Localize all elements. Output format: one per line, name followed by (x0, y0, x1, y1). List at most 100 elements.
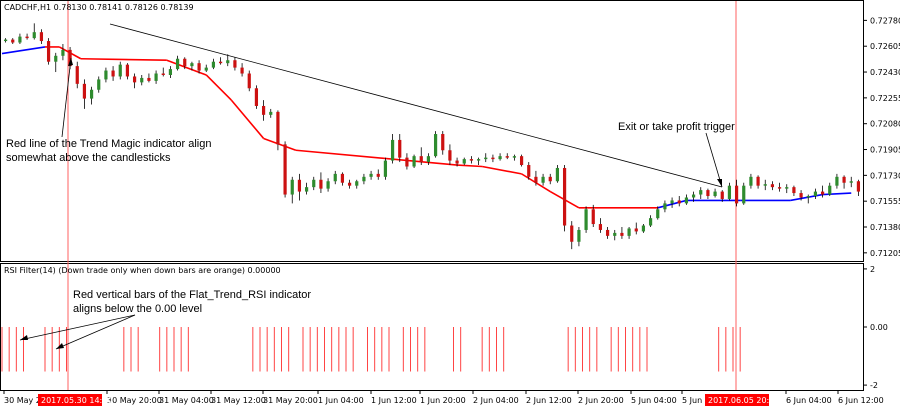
candle-body (204, 67, 208, 71)
candle-body (749, 176, 753, 186)
candle-body (25, 36, 29, 39)
candle-body (756, 176, 760, 186)
time-tick-label: 1 Jun 12:00 (371, 396, 417, 405)
trend-magic-segment (482, 165, 522, 175)
time-tick-label: 2 Jun 04:00 (473, 396, 519, 405)
candle-body (197, 63, 201, 71)
rsi-filter-bars (1, 327, 741, 372)
candle-body (312, 179, 316, 188)
trend-magic-pointer (61, 57, 72, 138)
candle-body (362, 176, 366, 182)
candle-body (620, 232, 624, 236)
candle-body (648, 218, 653, 226)
candle-body (462, 159, 466, 164)
time-highlight-label: 2017.06.05 20:00 (708, 396, 779, 405)
price-tick-label: 0.72430 (870, 68, 900, 77)
candle-body (727, 185, 732, 199)
price-tick-label: 0.72605 (870, 42, 900, 51)
candle-body (326, 181, 330, 189)
candle-body (706, 190, 710, 197)
price-tick-label: 0.71555 (870, 197, 900, 206)
candle-body (634, 228, 638, 232)
candle-body (369, 173, 373, 177)
candle-body (247, 73, 251, 89)
time-tick-label: 31 May 04:00 (159, 396, 214, 405)
candle-body (61, 49, 65, 56)
candle-body (548, 176, 552, 182)
price-tick-label: 0.72080 (870, 120, 900, 129)
candle-body (627, 228, 631, 236)
candle-body (455, 160, 459, 164)
candle-body (419, 156, 423, 163)
candle-body (598, 224, 603, 230)
candle-body (283, 144, 287, 195)
candle-body (190, 63, 194, 67)
candle-body (68, 49, 72, 67)
trend-magic-segment (822, 192, 852, 196)
candle-body (591, 209, 595, 225)
rsi-tick-label: 2 (870, 265, 875, 274)
candle-body (806, 196, 810, 198)
candle-body (742, 185, 746, 204)
candle-body (534, 176, 538, 183)
candle-body (104, 70, 108, 80)
price-tick-label: 0.71380 (870, 223, 900, 232)
price-tick-label: 0.72255 (870, 94, 900, 103)
time-tick-label: 5 Jun (682, 396, 702, 405)
indicator-panel-frame (0, 263, 864, 391)
candle-body (383, 160, 388, 177)
trend-magic-segment (790, 193, 823, 202)
candle-body (670, 200, 674, 204)
candle-body (613, 232, 617, 236)
trend-magic-pointer-head (68, 58, 73, 66)
candle-body (699, 190, 703, 195)
candle-body (111, 70, 115, 77)
candle-body (398, 139, 402, 158)
candle-body (183, 58, 187, 67)
candle-body (390, 139, 395, 161)
candle-body (132, 76, 137, 83)
candle-body (484, 157, 488, 160)
candle-body (340, 173, 345, 183)
candle-body (154, 73, 158, 81)
candle-body (333, 173, 337, 182)
indicator-header: RSI Filter(14) (Down trade only when dow… (4, 266, 281, 275)
candle-body (448, 150, 452, 161)
candle-body (441, 134, 445, 151)
candle-body (828, 185, 832, 195)
candle-body (32, 32, 36, 39)
candle-body (226, 60, 230, 64)
rsi-tick-label: 0.00 (870, 323, 888, 332)
candle-body (713, 191, 717, 197)
time-tick-label: 6 Jun 04:00 (786, 396, 832, 405)
candle-body (161, 73, 165, 75)
candle-body (605, 229, 610, 236)
candle-body (541, 176, 545, 183)
candle-body (849, 181, 853, 183)
candle-body (527, 165, 531, 177)
symbol-header: CADCHF,H1 0.78130 0.78141 0.78126 0.7813… (4, 3, 194, 12)
trend-magic-segment (205, 74, 232, 101)
candle-body (663, 203, 667, 210)
price-tick-label: 0.71205 (870, 249, 900, 258)
candle-body (140, 77, 144, 83)
trend-magic-segment (230, 99, 265, 139)
exit-pointer (705, 132, 723, 188)
candle-body (376, 173, 380, 177)
trend-magic-segment (263, 137, 297, 152)
trend-magic-note-line2: somewhat above the candlesticks (6, 152, 171, 164)
trend-magic-segment (457, 164, 483, 168)
rsi-pointer-1 (19, 314, 136, 341)
candle-body (355, 181, 359, 186)
candle-body (519, 156, 524, 166)
trend-magic-segment (166, 59, 207, 76)
candle-body (254, 88, 259, 106)
candle-body (290, 179, 294, 195)
candle-body (233, 60, 237, 68)
time-highlight-box (38, 394, 102, 406)
candle-body (813, 191, 818, 197)
candle-body (269, 111, 273, 115)
trend-magic-segment (80, 57, 167, 62)
